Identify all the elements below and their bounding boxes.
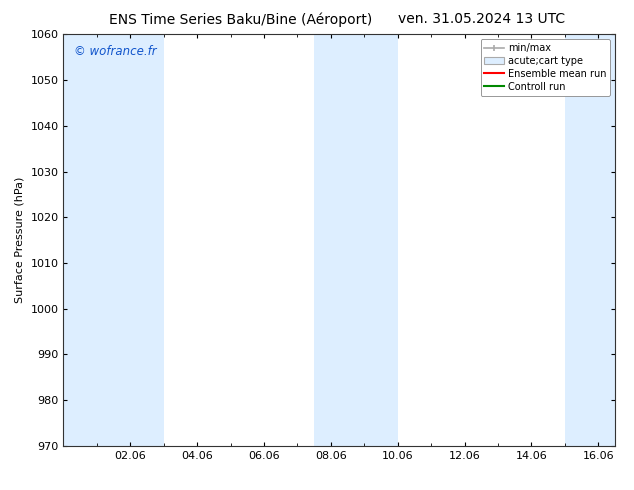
Y-axis label: Surface Pressure (hPa): Surface Pressure (hPa) — [15, 177, 25, 303]
Text: © wofrance.fr: © wofrance.fr — [74, 45, 157, 58]
Bar — [63, 34, 97, 446]
Bar — [347, 34, 398, 446]
Text: ven. 31.05.2024 13 UTC: ven. 31.05.2024 13 UTC — [398, 12, 566, 26]
Text: ENS Time Series Baku/Bine (Aéroport): ENS Time Series Baku/Bine (Aéroport) — [109, 12, 373, 27]
Bar — [314, 34, 347, 446]
Legend: min/max, acute;cart type, Ensemble mean run, Controll run: min/max, acute;cart type, Ensemble mean … — [481, 39, 610, 96]
Bar — [97, 34, 164, 446]
Bar — [565, 34, 615, 446]
